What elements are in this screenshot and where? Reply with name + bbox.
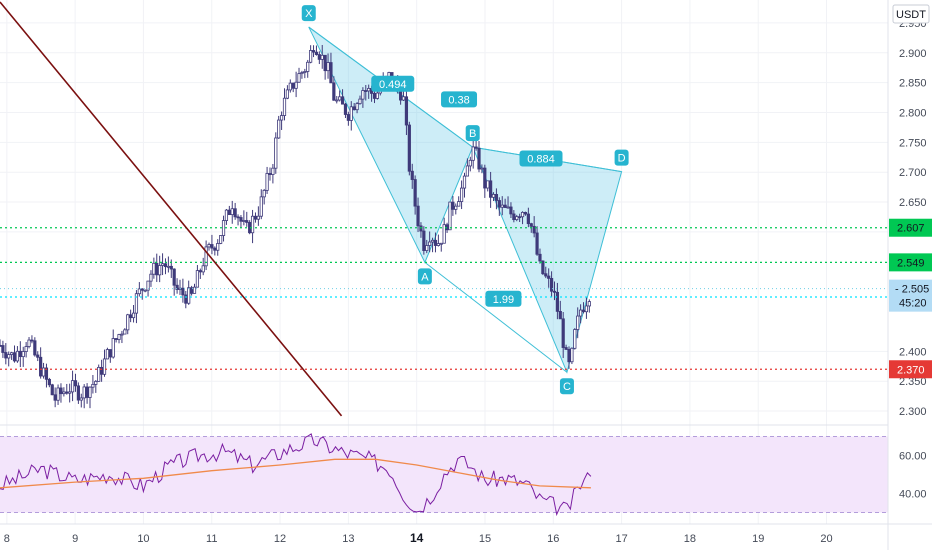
- pattern-ratio-label[interactable]: 0.38: [441, 91, 477, 107]
- x-tick-label: 13: [342, 533, 354, 545]
- candle: [98, 365, 100, 382]
- candle: [408, 122, 410, 176]
- pattern-point-b[interactable]: B: [466, 125, 480, 141]
- svg-text:A: A: [421, 271, 429, 283]
- x-tick-label: 12: [274, 533, 286, 545]
- pattern-point-d[interactable]: D: [615, 150, 629, 166]
- candle: [574, 328, 576, 349]
- candle: [275, 132, 277, 174]
- pattern-ratio-label[interactable]: 0.884: [519, 150, 562, 166]
- svg-text:D: D: [618, 153, 626, 165]
- x-tick-label: 15: [479, 533, 491, 545]
- current-price-label: - 2.505: [895, 284, 929, 296]
- pattern-point-a[interactable]: A: [418, 268, 432, 284]
- x-tick-label: 8: [4, 533, 10, 545]
- candle: [449, 202, 451, 230]
- pattern-ratio-label[interactable]: 1.99: [485, 291, 521, 307]
- x-tick-label: 20: [820, 533, 832, 545]
- y-tick-label: 2.650: [899, 197, 927, 209]
- y-tick-label: 2.800: [899, 107, 927, 119]
- price-axis[interactable]: 3.0002.9502.9002.8502.8002.7502.7002.650…: [889, 0, 932, 501]
- x-tick-label: 18: [684, 533, 696, 545]
- svg-text:0.494: 0.494: [379, 79, 407, 91]
- svg-text:0.38: 0.38: [448, 94, 469, 106]
- y-tick-label: 2.400: [899, 346, 927, 358]
- level-price-label: 2.549: [897, 257, 925, 269]
- bar-countdown: 45:20: [899, 298, 927, 310]
- y-tick-label: 2.900: [899, 48, 927, 60]
- candle: [219, 235, 221, 244]
- pattern-point-c[interactable]: C: [560, 378, 574, 394]
- x-tick-label: 14: [410, 531, 424, 545]
- level-price-label: 2.370: [897, 364, 925, 376]
- x-tick-label: 11: [206, 533, 217, 545]
- currency-label: USDT: [896, 9, 926, 21]
- svg-text:0.884: 0.884: [527, 153, 555, 165]
- y-tick-label: 2.300: [899, 406, 927, 418]
- x-tick-label: 9: [72, 533, 78, 545]
- pattern-ratio-label[interactable]: 0.494: [371, 76, 414, 92]
- candle: [106, 348, 108, 360]
- svg-text:B: B: [469, 128, 476, 140]
- svg-text:X: X: [305, 8, 313, 20]
- level-price-label: 2.607: [897, 223, 925, 235]
- pattern-point-x[interactable]: X: [302, 5, 316, 21]
- candle: [571, 347, 573, 364]
- x-tick-label: 19: [752, 533, 764, 545]
- rsi-tick-label: 60.00: [899, 451, 927, 463]
- y-tick-label: 2.850: [899, 78, 927, 90]
- x-tick-label: 16: [547, 533, 559, 545]
- candle: [542, 260, 544, 275]
- rsi-tick-label: 40.00: [899, 489, 927, 501]
- y-tick-label: 2.700: [899, 167, 927, 179]
- svg-text:C: C: [563, 381, 571, 393]
- x-tick-label: 10: [137, 533, 149, 545]
- time-axis[interactable]: 8 9 10 11 12 13 14 15 16 17 18 19 20: [4, 531, 833, 545]
- svg-text:1.99: 1.99: [493, 294, 514, 306]
- x-tick-label: 17: [615, 533, 627, 545]
- y-tick-label: 2.750: [899, 137, 927, 149]
- candle: [51, 384, 53, 395]
